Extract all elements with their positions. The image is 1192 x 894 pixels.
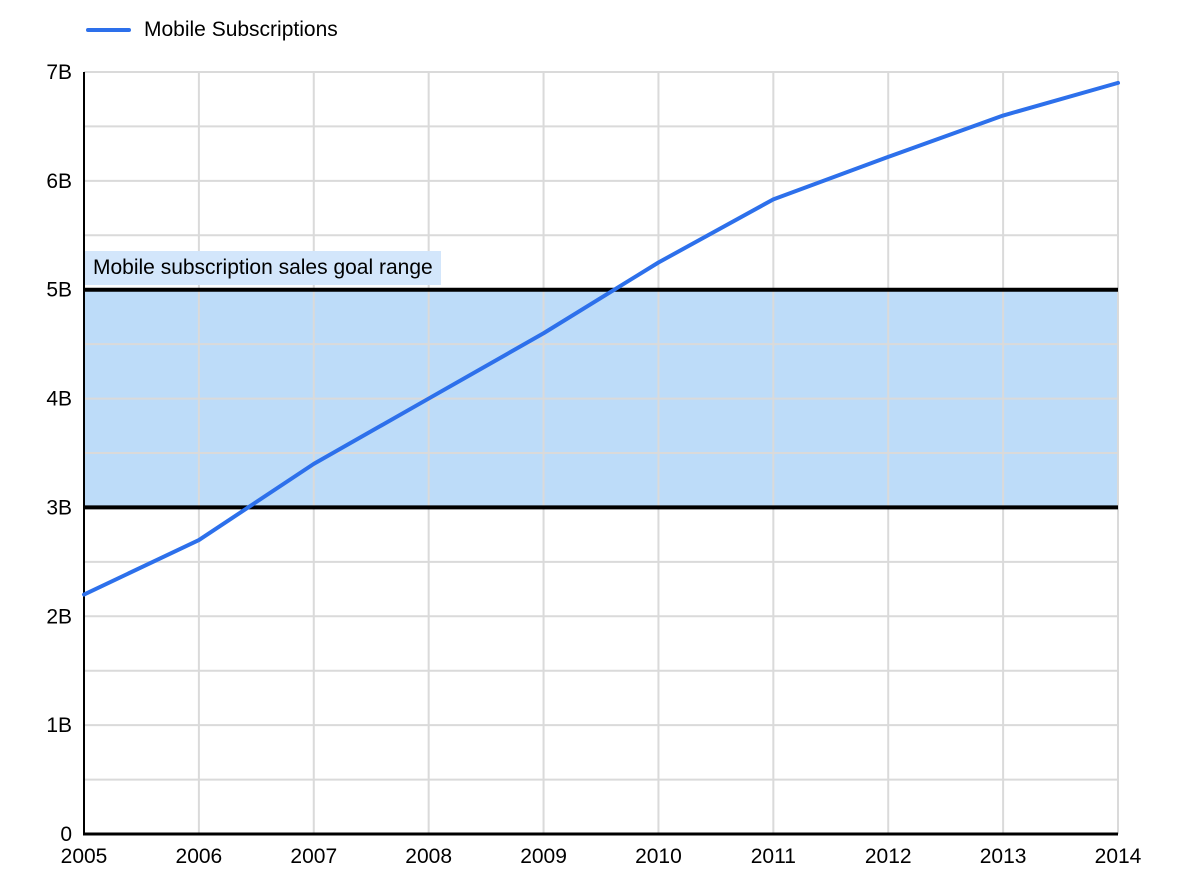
y-tick-label: 1B bbox=[46, 714, 72, 737]
x-tick-label: 2011 bbox=[751, 845, 796, 868]
goal-band-label: Mobile subscription sales goal range bbox=[85, 251, 441, 285]
legend-line-swatch-icon bbox=[86, 28, 131, 32]
y-tick-label: 5B bbox=[46, 279, 72, 302]
series-line-mobile-subscriptions bbox=[82, 80, 1120, 597]
y-tick-label: 0 bbox=[60, 823, 72, 846]
x-tick-label: 2013 bbox=[980, 845, 1027, 868]
x-tick-label: 2009 bbox=[520, 845, 567, 868]
x-tick-label: 2008 bbox=[405, 845, 452, 868]
y-tick-label: 2B bbox=[46, 605, 72, 628]
x-tick-label: 2006 bbox=[176, 845, 223, 868]
x-tick-label: 2012 bbox=[865, 845, 912, 868]
y-tick-label: 4B bbox=[46, 388, 72, 411]
y-tick-label: 3B bbox=[46, 496, 72, 519]
x-tick-label: 2014 bbox=[1095, 845, 1142, 868]
x-tick-label: 2010 bbox=[635, 845, 682, 868]
legend-label: Mobile Subscriptions bbox=[144, 18, 338, 41]
y-tick-label: 6B bbox=[46, 170, 72, 193]
y-tick-label: 7B bbox=[46, 61, 72, 84]
x-tick-label: 2007 bbox=[290, 845, 337, 868]
x-tick-label: 2005 bbox=[61, 845, 108, 868]
legend: Mobile Subscriptions bbox=[86, 16, 338, 44]
